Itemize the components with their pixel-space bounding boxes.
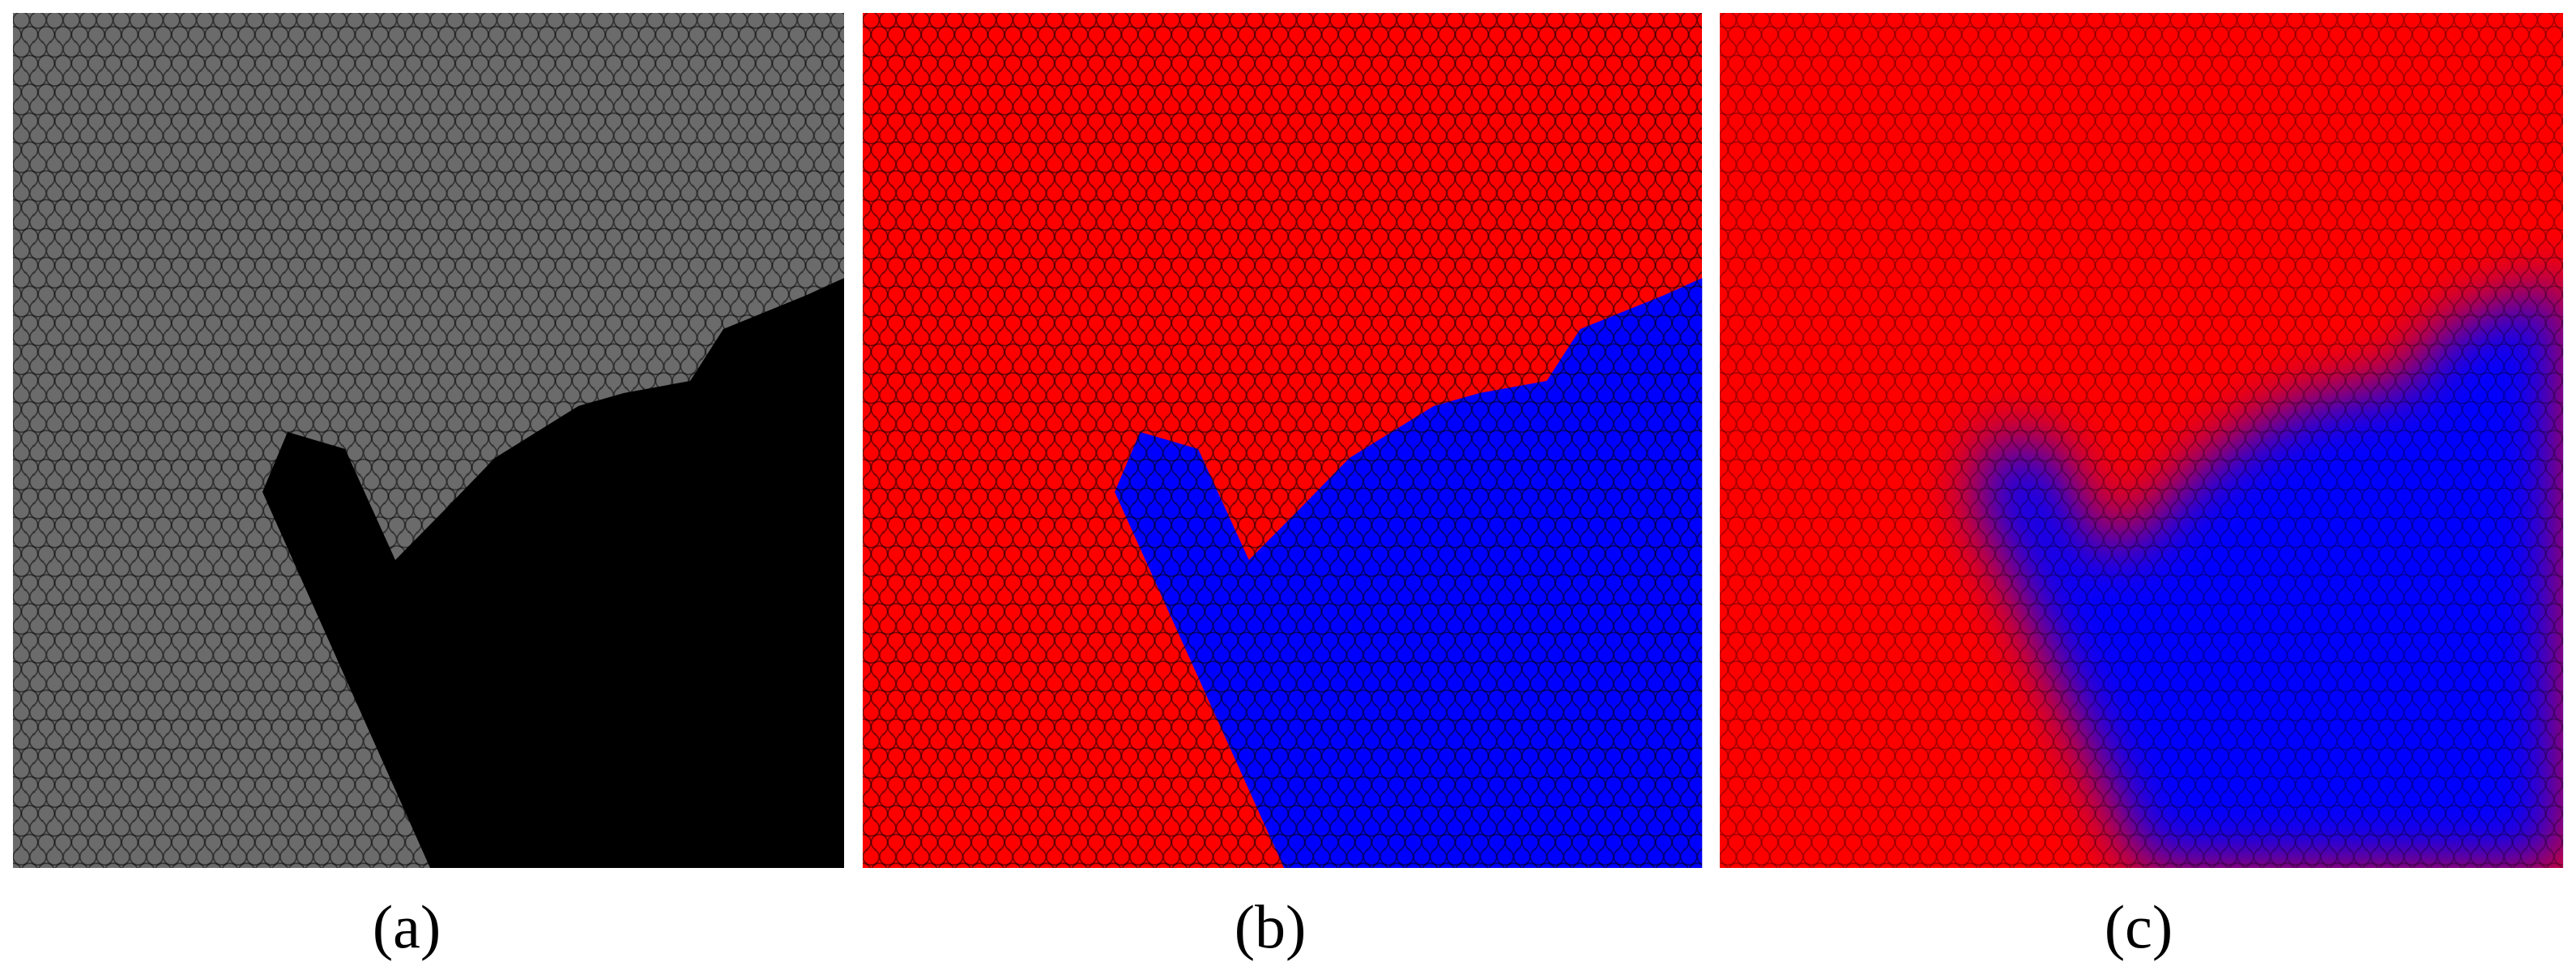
panel-c — [1720, 13, 2564, 868]
hex-grid — [1720, 13, 2563, 868]
panel-a — [13, 13, 844, 868]
hex-grid — [863, 13, 1702, 868]
hex-grid — [13, 13, 844, 868]
panel-b — [863, 13, 1703, 868]
panel-label: (b) — [1235, 893, 1307, 961]
panel-label: (a) — [373, 893, 441, 961]
panel-label: (c) — [2105, 893, 2173, 961]
